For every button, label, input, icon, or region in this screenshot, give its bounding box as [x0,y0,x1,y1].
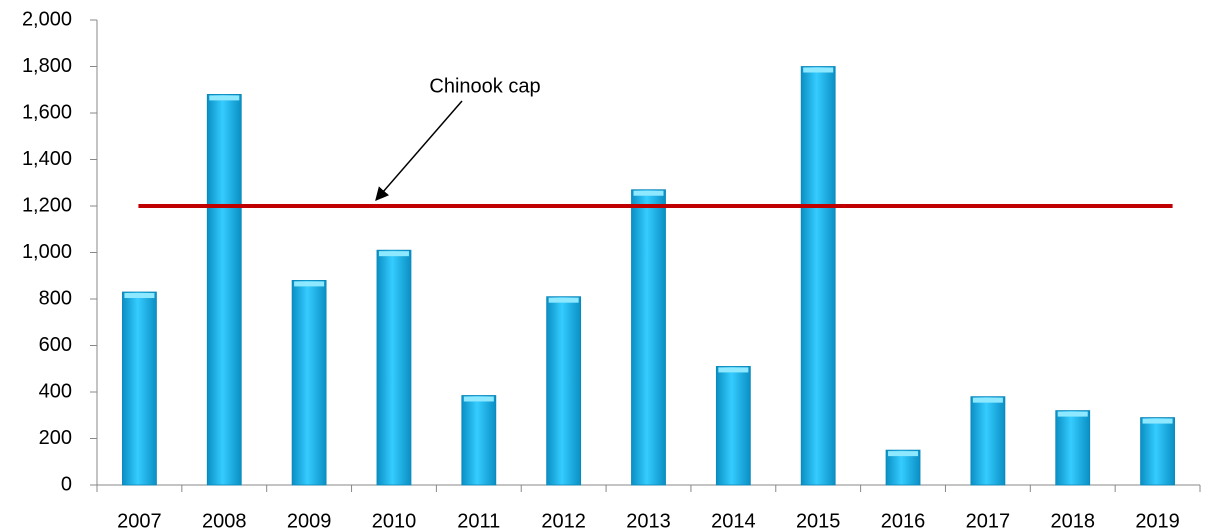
bar [1055,410,1091,486]
x-tick-label: 2012 [541,510,586,532]
x-tick-label: 2008 [202,510,247,532]
bar-highlight [124,293,155,299]
bar-highlight [1057,411,1088,417]
y-tick-label: 400 [39,380,72,402]
x-tick-label: 2015 [796,510,841,532]
x-tick-label: 2017 [966,510,1011,532]
bar [546,296,582,486]
bar-highlight [1142,418,1173,424]
x-tick-label: 2014 [711,510,756,532]
bar-highlight [633,190,664,196]
bar-highlight [803,67,834,73]
x-tick-label: 2010 [372,510,417,532]
y-tick-label: 600 [39,334,72,356]
bar [122,291,157,486]
x-tick-label: 2009 [287,510,332,532]
bar-highlight [463,396,494,402]
x-tick-label: 2018 [1050,510,1095,532]
bar [206,94,242,486]
x-tick-label: 2019 [1135,510,1180,532]
y-tick-label: 1,000 [22,241,72,263]
bar [376,249,412,486]
bar [461,395,497,486]
bar [291,279,327,486]
x-tick-label: 2011 [457,510,500,532]
x-tick-label: 2007 [117,510,162,532]
bar-highlight [972,397,1003,403]
bar [800,66,836,486]
x-tick-label: 2013 [626,510,671,532]
bar-highlight [378,251,409,257]
cap-arrow [375,100,463,202]
bar [970,396,1006,486]
bar-highlight [294,281,325,287]
y-tick-label: 800 [39,287,72,309]
bar [715,366,751,486]
bar-highlight [888,451,919,457]
bar-highlight [548,297,579,303]
cap-label: Chinook cap [429,75,540,97]
y-tick-label: 1,600 [22,101,72,123]
y-tick-label: 1,800 [22,55,72,77]
bar [1140,417,1175,486]
bar-highlight [718,367,749,373]
bar-highlight [209,95,240,101]
y-tick-label: 200 [39,427,72,449]
x-tick-label: 2016 [881,510,926,532]
bar [631,189,666,486]
y-tick-label: 1,400 [22,148,72,170]
y-tick-label: 2,000 [22,8,72,30]
y-tick-label: 0 [61,473,72,495]
y-tick-label: 1,200 [22,194,72,216]
